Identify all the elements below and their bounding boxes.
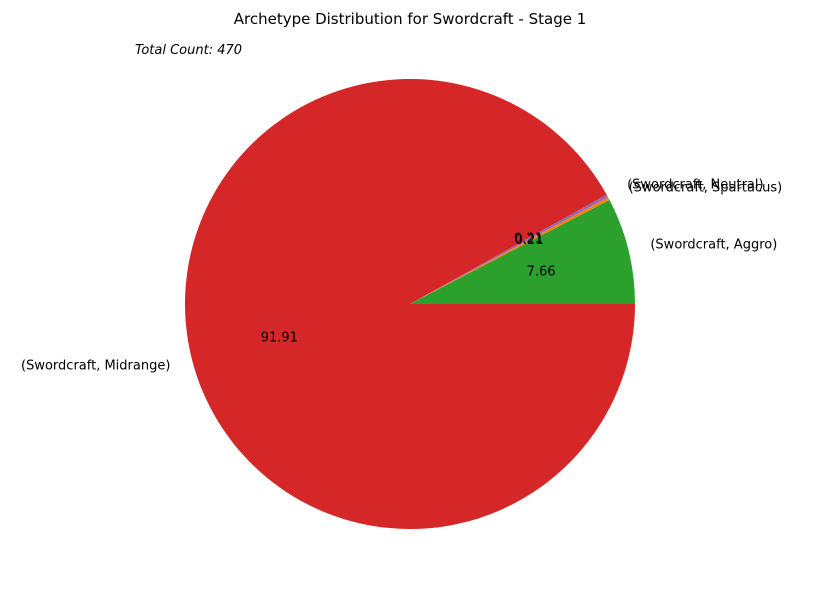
- chart-title: Archetype Distribution for Swordcraft - …: [234, 10, 587, 28]
- total-count-annotation: Total Count: 470: [135, 43, 242, 58]
- slice-category-label: (Swordcraft, Neutral): [627, 178, 764, 193]
- slice-percentage-label: 0.21: [515, 233, 544, 248]
- pie-slice: [410, 197, 610, 304]
- pie-labels: (Swordcraft, Aggro) 7.66 (Swordcraft, Spar…: [21, 178, 782, 374]
- slice-percentage-label: 0.21: [514, 232, 543, 247]
- pie-slices: [184, 79, 635, 530]
- slice-percentage-label: 7.66: [527, 264, 556, 279]
- pie-slice: [184, 79, 635, 530]
- slice-category-label: (Swordcraft, Aggro): [650, 238, 777, 253]
- pie-slice: [410, 199, 635, 304]
- slice-percentage-label: 91.91: [261, 330, 298, 345]
- slice-category-label: (Swordcraft, Spartacus): [629, 180, 783, 195]
- pie-slice: [410, 194, 609, 304]
- slice-category-label: (Swordcraft, Midrange): [21, 359, 170, 374]
